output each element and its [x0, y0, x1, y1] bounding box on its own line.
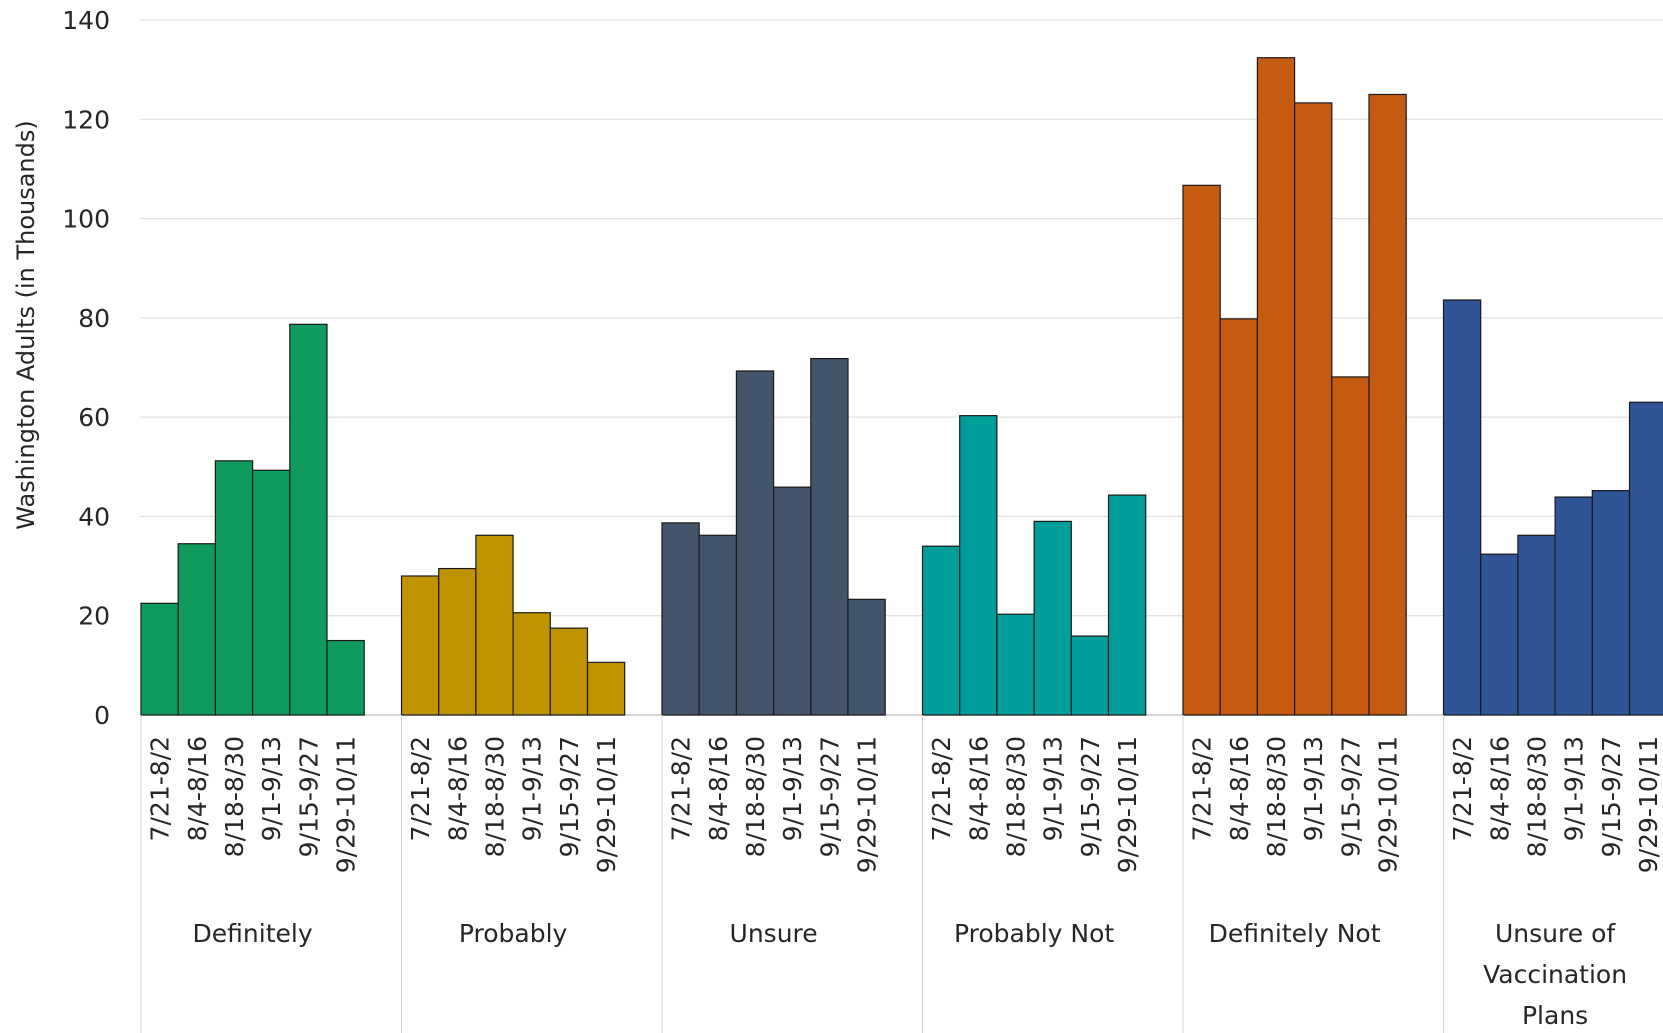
bar	[661, 522, 700, 716]
category-label: Vaccination	[1483, 960, 1627, 989]
bar	[959, 415, 998, 716]
bar	[1107, 494, 1147, 716]
bar	[475, 534, 514, 716]
bar	[1331, 376, 1370, 716]
x-tick-label: 9/1-9/13	[778, 736, 807, 841]
x-tick-label: 9/1-9/13	[257, 736, 286, 841]
bar	[735, 370, 775, 716]
x-tick-label: 8/4-8/16	[183, 736, 212, 841]
y-tick-label: 60	[78, 403, 110, 432]
x-tick-label: 7/21-8/2	[1448, 736, 1477, 841]
x-tick-label: 8/4-8/16	[704, 736, 733, 841]
y-axis-tick-labels: 0 20 40 60 80 100 120 140	[62, 6, 110, 730]
bar	[810, 357, 849, 716]
y-tick-label: 120	[62, 105, 110, 134]
bar	[1480, 553, 1519, 716]
bar	[1070, 635, 1110, 716]
bar	[1182, 184, 1221, 716]
x-tick-label: 8/18-8/30	[481, 736, 510, 857]
y-tick-label: 40	[78, 502, 110, 531]
bar	[177, 543, 216, 716]
x-tick-label: 9/1-9/13	[518, 736, 547, 841]
bar	[1591, 490, 1631, 716]
bar	[1219, 318, 1258, 716]
bar	[847, 598, 886, 716]
category-label: Plans	[1522, 1001, 1588, 1030]
x-tick-label: 9/29-10/11	[332, 736, 361, 873]
category-label: Definitely	[193, 919, 313, 948]
x-tick-label: 9/15-9/27	[555, 736, 584, 857]
bar	[996, 613, 1035, 716]
bar	[512, 612, 551, 716]
x-tick-label: 8/4-8/16	[964, 736, 993, 841]
category-label: Definitely Not	[1209, 919, 1381, 948]
category-label: Unsure	[730, 919, 818, 948]
x-axis-period-labels: 7/21-8/2 8/4-8/16 8/18-8/30 9/1-9/13 9/15-9/…	[146, 736, 1663, 873]
bars	[140, 57, 1663, 716]
bar	[326, 639, 365, 716]
bar	[438, 567, 477, 716]
y-tick-label: 140	[62, 6, 110, 35]
x-tick-label: 9/15-9/27	[1597, 736, 1626, 857]
x-tick-label: 7/21-8/2	[146, 736, 175, 841]
bar	[1517, 534, 1556, 716]
x-tick-label: 7/21-8/2	[1188, 736, 1217, 841]
bar	[289, 323, 328, 716]
bar	[1256, 57, 1296, 716]
y-tick-label: 100	[62, 205, 110, 234]
bar	[214, 460, 254, 716]
x-tick-label: 9/15-9/27	[1076, 736, 1105, 857]
x-tick-label: 7/21-8/2	[406, 736, 435, 841]
x-tick-label: 8/4-8/16	[1225, 736, 1254, 841]
x-tick-label: 9/15-9/27	[1336, 736, 1365, 857]
y-axis-title: Washington Adults (in Thousands)	[12, 120, 40, 529]
x-tick-label: 8/18-8/30	[1523, 736, 1552, 857]
x-tick-label: 8/18-8/30	[1002, 736, 1031, 857]
y-tick-label: 80	[78, 304, 110, 333]
bar	[1368, 93, 1407, 716]
bar	[252, 469, 291, 716]
bar	[772, 486, 812, 716]
x-tick-label: 9/15-9/27	[815, 736, 844, 857]
x-axis-category-labels: Definitely Probably Unsure Probably Not Defi…	[193, 919, 1628, 1030]
bar	[586, 661, 626, 716]
x-tick-label: 8/18-8/30	[220, 736, 249, 857]
y-tick-label: 20	[78, 602, 110, 631]
x-tick-label: 9/29-10/11	[1374, 736, 1403, 873]
bar	[140, 602, 179, 716]
x-tick-label: 8/18-8/30	[1262, 736, 1291, 857]
category-separators	[140, 715, 1444, 1033]
category-label: Unsure of	[1495, 919, 1616, 948]
x-tick-label: 8/18-8/30	[741, 736, 770, 857]
x-tick-label: 7/21-8/2	[667, 736, 696, 841]
y-tick-label: 0	[94, 701, 110, 730]
bar	[1033, 520, 1072, 716]
bar	[698, 534, 738, 716]
bar	[1628, 401, 1663, 716]
x-tick-label: 9/29-10/11	[592, 736, 621, 873]
bar	[1554, 496, 1593, 716]
category-label: Probably Not	[954, 919, 1114, 948]
bar	[921, 545, 961, 716]
bar	[1442, 299, 1482, 716]
x-tick-label: 8/4-8/16	[1485, 736, 1514, 841]
x-tick-label: 9/1-9/13	[1039, 736, 1068, 841]
bar	[549, 627, 589, 716]
x-tick-label: 9/1-9/13	[1299, 736, 1328, 841]
x-tick-label: 9/29-10/11	[1113, 736, 1142, 873]
x-tick-label: 8/4-8/16	[443, 736, 472, 841]
x-tick-label: 9/15-9/27	[294, 736, 323, 857]
gridlines	[140, 19, 1663, 716]
x-tick-label: 9/29-10/11	[853, 736, 882, 873]
x-tick-label: 7/21-8/2	[927, 736, 956, 841]
bar	[400, 575, 440, 716]
bar	[1293, 102, 1333, 716]
x-tick-label: 9/1-9/13	[1560, 736, 1589, 841]
x-tick-label: 9/29-10/11	[1634, 736, 1663, 873]
category-label: Probably	[459, 919, 568, 948]
